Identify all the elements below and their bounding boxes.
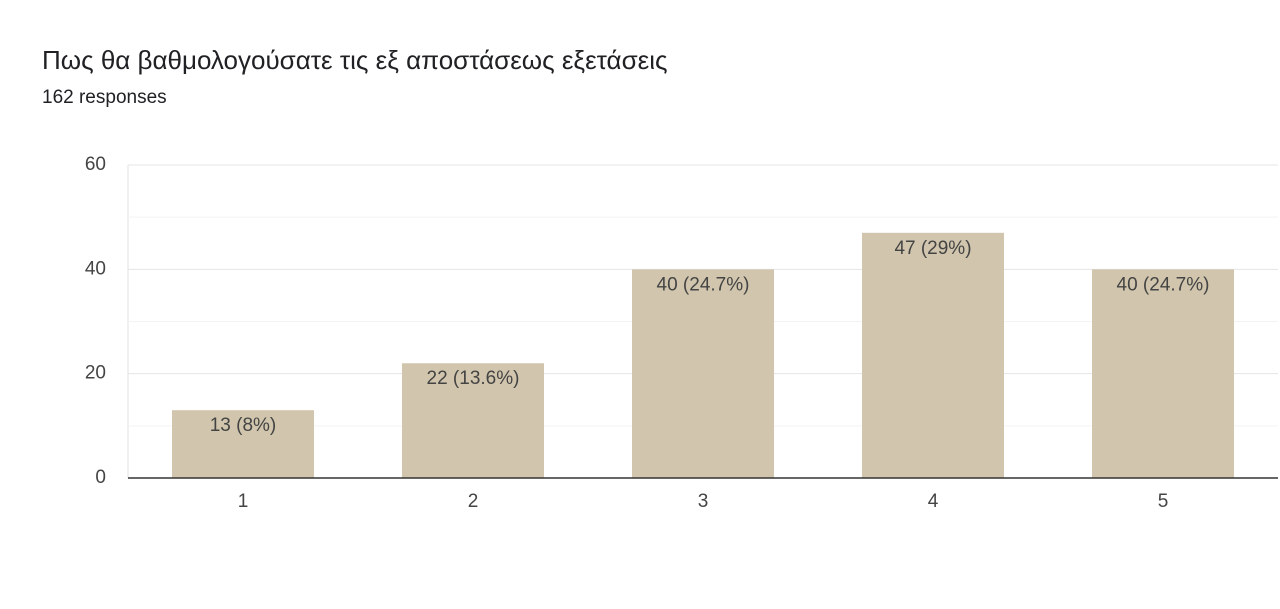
y-tick-label: 60 (85, 154, 106, 175)
chart-subtitle: 162 responses (42, 87, 167, 108)
x-tick-label: 2 (468, 491, 479, 512)
value-label: 13 (8%) (210, 415, 277, 436)
bar (862, 232, 1004, 478)
bar (402, 363, 544, 478)
bar (172, 410, 314, 478)
y-tick-label: 0 (95, 467, 106, 488)
value-label: 40 (24.7%) (1117, 274, 1210, 295)
bar (1092, 269, 1234, 478)
y-tick-label: 20 (85, 363, 106, 384)
y-tick-label: 40 (85, 258, 106, 279)
value-label: 22 (13.6%) (427, 368, 520, 389)
x-tick-label: 5 (1158, 491, 1169, 512)
bar (632, 269, 774, 478)
x-tick-label: 1 (238, 491, 249, 512)
chart-title: Πως θα βαθμολογούσατε τις εξ αποστάσεως … (42, 45, 668, 75)
value-label: 40 (24.7%) (657, 274, 750, 295)
value-label: 47 (29%) (894, 238, 971, 259)
x-tick-label: 4 (928, 491, 939, 512)
x-tick-label: 3 (698, 491, 709, 512)
